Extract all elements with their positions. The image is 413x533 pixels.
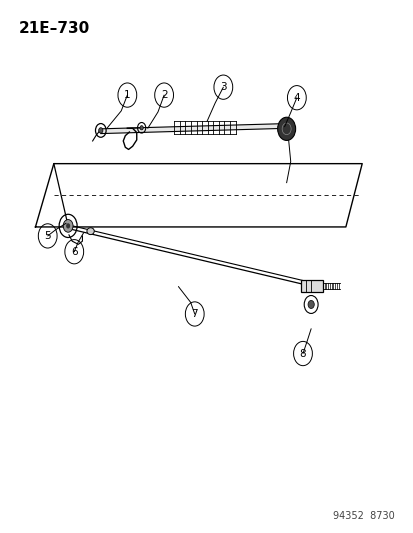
Text: 5: 5 [44, 231, 51, 241]
Text: 6: 6 [71, 247, 77, 257]
Ellipse shape [87, 228, 94, 235]
Circle shape [277, 117, 295, 140]
Text: 2: 2 [160, 90, 167, 100]
Circle shape [140, 126, 143, 130]
Text: 7: 7 [191, 309, 197, 319]
Polygon shape [100, 124, 286, 134]
Circle shape [98, 128, 103, 133]
Text: 4: 4 [293, 93, 299, 103]
Circle shape [66, 223, 70, 229]
Text: 8: 8 [299, 349, 306, 359]
Text: 94352  8730: 94352 8730 [332, 511, 394, 521]
Circle shape [63, 220, 73, 232]
Circle shape [307, 301, 313, 309]
Text: 21E–730: 21E–730 [19, 21, 90, 36]
Text: 1: 1 [124, 90, 131, 100]
FancyBboxPatch shape [300, 280, 323, 292]
Text: 3: 3 [219, 82, 226, 92]
